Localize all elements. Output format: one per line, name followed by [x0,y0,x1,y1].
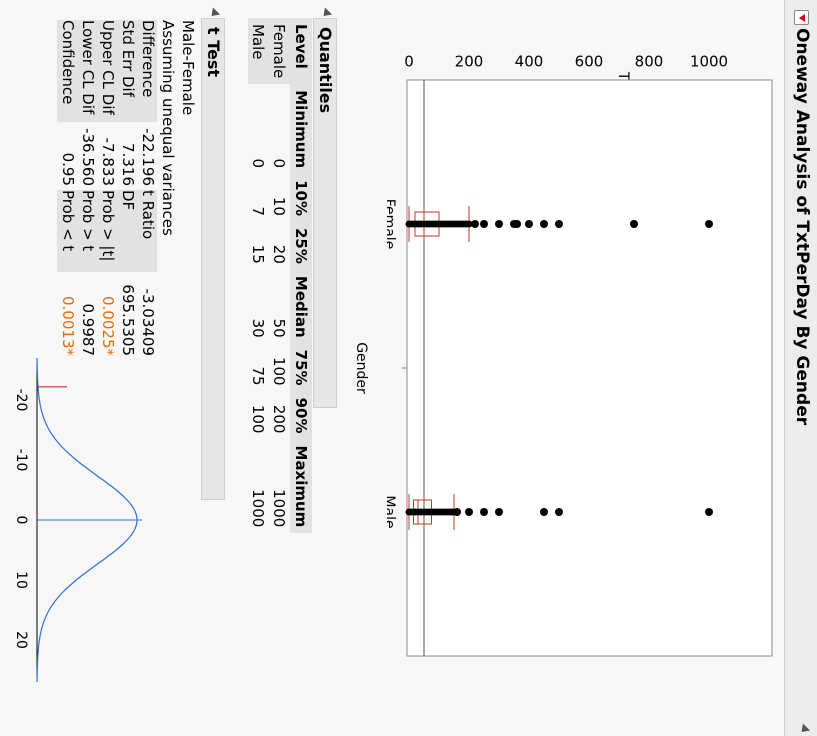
table-cell: 50 [270,318,289,338]
x-axis: Female Male [387,199,407,529]
ttest-label: Prob > |t| [97,190,117,272]
plot-background [406,79,773,657]
ttest-label: DF [117,190,137,272]
ttest-label: Prob > t [77,190,97,272]
ttest-value: -22.196 [139,128,157,186]
outlier-point [495,220,503,228]
outlier-point [555,220,563,228]
ttest-value: 7.316 [119,143,137,186]
quantiles-col-header: Level [290,18,312,85]
ttest-label: t Ratio [137,190,157,272]
y-tick-label: 200 [455,53,484,71]
table-cell: 100 [270,356,289,386]
quantiles-col-header: Minimum [290,84,312,175]
ttest-value: 0.95 [59,152,77,186]
outlier-point [453,508,461,516]
plot-frame [406,79,773,657]
data-point [465,220,473,228]
table-cell: 200 [270,404,289,434]
ttest-label: Upper CL Dif [97,20,117,122]
x-tick-label: Male [387,495,397,528]
table-cell: 100 [249,404,268,434]
t-distribution-plot: -20 -10 0 10 20 [13,358,142,682]
quantiles-header-row: Level Minimum 10% 25% Median 75% 90% Maximum [290,18,312,534]
outlier-point [705,220,713,228]
outlier-point [540,220,548,228]
quantiles-title: Quantiles [316,27,335,114]
table-cell: Male [248,18,269,85]
quantiles-col-header: Median [290,269,312,344]
table-cell: 1000 [249,489,268,528]
quantiles-body: Female 0 10 20 50 100 200 1000 Male 0 7 15 30 75 100 10… [248,18,290,533]
ttest-label: Prob < t [57,190,77,272]
quantiles-col-header: 75% [290,343,312,392]
table-cell: 7 [249,206,268,216]
dist-tick-label: 0 [13,516,29,525]
t-distribution: -20 -10 0 10 20 [13,358,142,682]
ttest-label: Difference [137,20,157,122]
dist-tick-label: 20 [13,631,29,649]
y-tick-label: 800 [635,53,664,71]
dist-tick-label: 10 [13,571,29,589]
box-male [405,494,713,530]
outlier-point [480,508,488,516]
table-cell: 30 [249,318,268,338]
y-tick-label: 400 [515,53,544,71]
outlier-point [540,508,548,516]
quantiles-header[interactable]: Quantiles [313,18,337,408]
outlier-point [495,508,503,516]
ttest-header[interactable]: t Test [201,18,225,500]
table-row: Male 0 7 15 30 75 100 1000 [248,18,269,533]
y-tick-label: 0 [404,53,414,71]
oneway-plot: 1000 800 600 400 200 0 Female Male [387,53,773,657]
quantiles-table: Level Minimum 10% 25% Median 75% 90% Maximum Fe… [248,18,312,534]
ttest-comparison: Male-Female [179,20,197,116]
x-axis-title: Gender [353,342,369,394]
table-cell: 0 [249,158,268,169]
box-plots [405,206,713,530]
ttest-results: Difference -22.196 t Ratio -3.03409 Std Err … [17,20,157,356]
outlier-point [525,220,533,228]
outlier-point [555,508,563,516]
ttest-value: -36.560 [79,128,97,186]
ttest-label: Lower CL Dif [77,20,97,122]
outlier-point [471,220,479,228]
dist-tick-label: -20 [13,389,29,412]
table-cell: 75 [249,366,268,386]
ttest-title: t Test [204,27,223,78]
ttest-label: Std Err Dif [117,20,137,122]
table-row: Female 0 10 20 50 100 200 1000 [269,18,290,533]
table-cell: 20 [270,244,289,264]
table-cell: Female [269,18,290,85]
y-tick-label: 1000 [690,53,728,71]
x-tick-label: Female [387,199,397,250]
outlier-point [705,508,713,516]
table-cell: 0 [270,158,289,169]
quantiles-col-header: 90% [290,391,312,440]
outlier-point [513,220,521,228]
y-tick-label: 600 [575,53,604,71]
quantiles-col-header: 25% [290,221,312,270]
dist-tick-label: -10 [13,449,29,472]
table-cell: 1000 [270,489,289,528]
box-female [405,206,713,242]
outlier-point [465,508,473,516]
outlier-point [630,220,638,228]
ttest-value: -7.833 [99,137,117,186]
ttest-assumption: Assuming unequal variances [159,20,177,236]
quantiles-col-header: 10% [290,174,312,222]
table-cell: 10 [270,196,289,216]
ttest-label: Confidence [57,20,77,122]
outlier-point [480,220,488,228]
quantiles-col-header: Maximum [290,439,312,534]
table-cell: 15 [249,244,268,264]
